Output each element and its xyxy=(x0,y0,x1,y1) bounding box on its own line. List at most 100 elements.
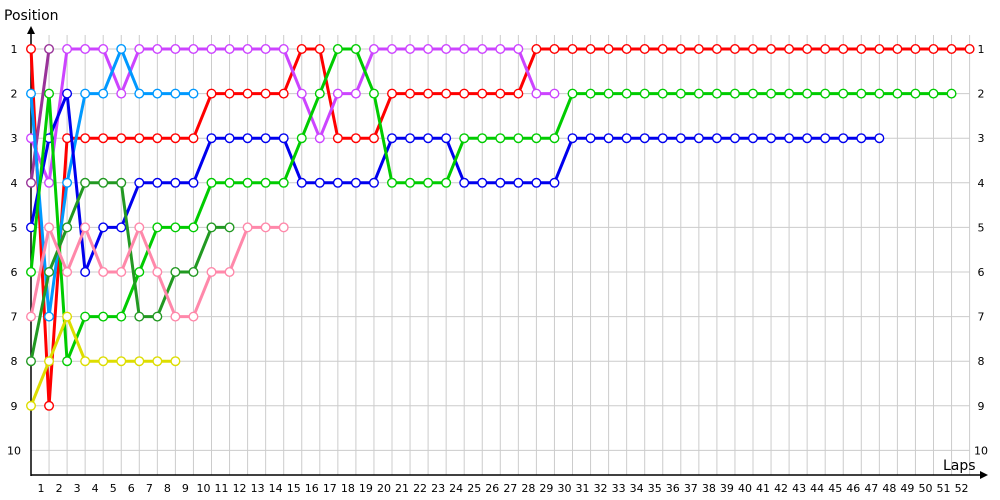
x-tick-label: 38 xyxy=(702,482,716,495)
data-point xyxy=(495,177,506,188)
data-point xyxy=(26,88,37,99)
data-point xyxy=(224,88,235,99)
data-point xyxy=(152,222,163,233)
data-point xyxy=(495,133,506,144)
data-point xyxy=(260,88,271,99)
data-point xyxy=(278,177,289,188)
x-tick-label: 24 xyxy=(449,482,463,495)
x-tick-label: 6 xyxy=(128,482,135,495)
data-point xyxy=(44,222,55,233)
x-tick-label: 45 xyxy=(828,482,842,495)
series-2 xyxy=(26,44,55,188)
data-point xyxy=(80,311,91,322)
data-point xyxy=(260,222,271,233)
data-point xyxy=(98,177,109,188)
data-point xyxy=(44,311,55,322)
data-point xyxy=(152,356,163,367)
x-tick-label: 13 xyxy=(251,482,265,495)
data-point xyxy=(387,177,398,188)
x-tick-label: 46 xyxy=(846,482,860,495)
data-point xyxy=(368,177,379,188)
data-point xyxy=(802,88,813,99)
x-tick-label: 39 xyxy=(720,482,734,495)
y-tick-label-left: 8 xyxy=(11,355,18,368)
data-point xyxy=(531,177,542,188)
data-point xyxy=(278,88,289,99)
data-point xyxy=(802,133,813,144)
data-point xyxy=(423,177,434,188)
x-tick-label: 21 xyxy=(395,482,409,495)
x-tick-label: 42 xyxy=(774,482,788,495)
data-point xyxy=(441,44,452,55)
data-point xyxy=(170,222,181,233)
axes: Position Laps xyxy=(4,8,988,479)
x-tick-label: 5 xyxy=(110,482,117,495)
data-point xyxy=(387,133,398,144)
data-point xyxy=(350,44,361,55)
data-point xyxy=(98,311,109,322)
x-axis-arrow-icon xyxy=(980,471,988,479)
x-tick-label: 35 xyxy=(648,482,662,495)
data-point xyxy=(242,44,253,55)
data-point xyxy=(170,356,181,367)
data-point xyxy=(26,177,37,188)
data-point xyxy=(278,222,289,233)
data-point xyxy=(423,133,434,144)
data-point xyxy=(224,44,235,55)
data-point xyxy=(224,267,235,278)
data-point xyxy=(657,88,668,99)
data-point xyxy=(242,222,253,233)
data-point xyxy=(44,267,55,278)
x-tick-label: 47 xyxy=(864,482,878,495)
data-point xyxy=(441,177,452,188)
data-point xyxy=(910,44,921,55)
data-point xyxy=(441,88,452,99)
x-tick-label: 19 xyxy=(359,482,373,495)
x-tick-label: 7 xyxy=(146,482,153,495)
y-tick-label-right: 7 xyxy=(978,311,985,324)
x-tick-label: 34 xyxy=(630,482,644,495)
data-point xyxy=(910,88,921,99)
data-point xyxy=(585,133,596,144)
y-tick-label-left: 1 xyxy=(11,43,18,56)
data-point xyxy=(242,133,253,144)
data-point xyxy=(44,88,55,99)
data-point xyxy=(711,133,722,144)
series-7 xyxy=(26,222,289,322)
y-tick-label-right: 2 xyxy=(978,88,985,101)
data-point xyxy=(296,88,307,99)
y-tick-label-right: 4 xyxy=(978,177,985,190)
x-tick-label: 43 xyxy=(792,482,806,495)
data-point xyxy=(946,88,957,99)
data-point xyxy=(188,133,199,144)
data-point xyxy=(62,356,73,367)
data-point xyxy=(98,133,109,144)
data-point xyxy=(80,222,91,233)
data-point xyxy=(116,177,127,188)
data-point xyxy=(748,133,759,144)
x-tick-label: 51 xyxy=(937,482,951,495)
data-point xyxy=(621,133,632,144)
data-point xyxy=(820,133,831,144)
data-point xyxy=(260,44,271,55)
data-point xyxy=(387,44,398,55)
y-tick-label-left: 4 xyxy=(11,177,18,190)
data-point xyxy=(62,44,73,55)
data-point xyxy=(802,44,813,55)
data-point xyxy=(874,88,885,99)
data-point xyxy=(44,356,55,367)
data-point xyxy=(423,44,434,55)
data-point xyxy=(170,88,181,99)
series-5 xyxy=(26,44,957,367)
x-tick-label: 20 xyxy=(377,482,391,495)
data-point xyxy=(26,311,37,322)
data-point xyxy=(603,44,614,55)
data-point xyxy=(603,133,614,144)
data-point xyxy=(224,177,235,188)
data-point xyxy=(639,88,650,99)
data-point xyxy=(513,177,524,188)
data-point xyxy=(477,177,488,188)
data-point xyxy=(603,88,614,99)
data-point xyxy=(784,133,795,144)
x-tick-label: 2 xyxy=(56,482,63,495)
